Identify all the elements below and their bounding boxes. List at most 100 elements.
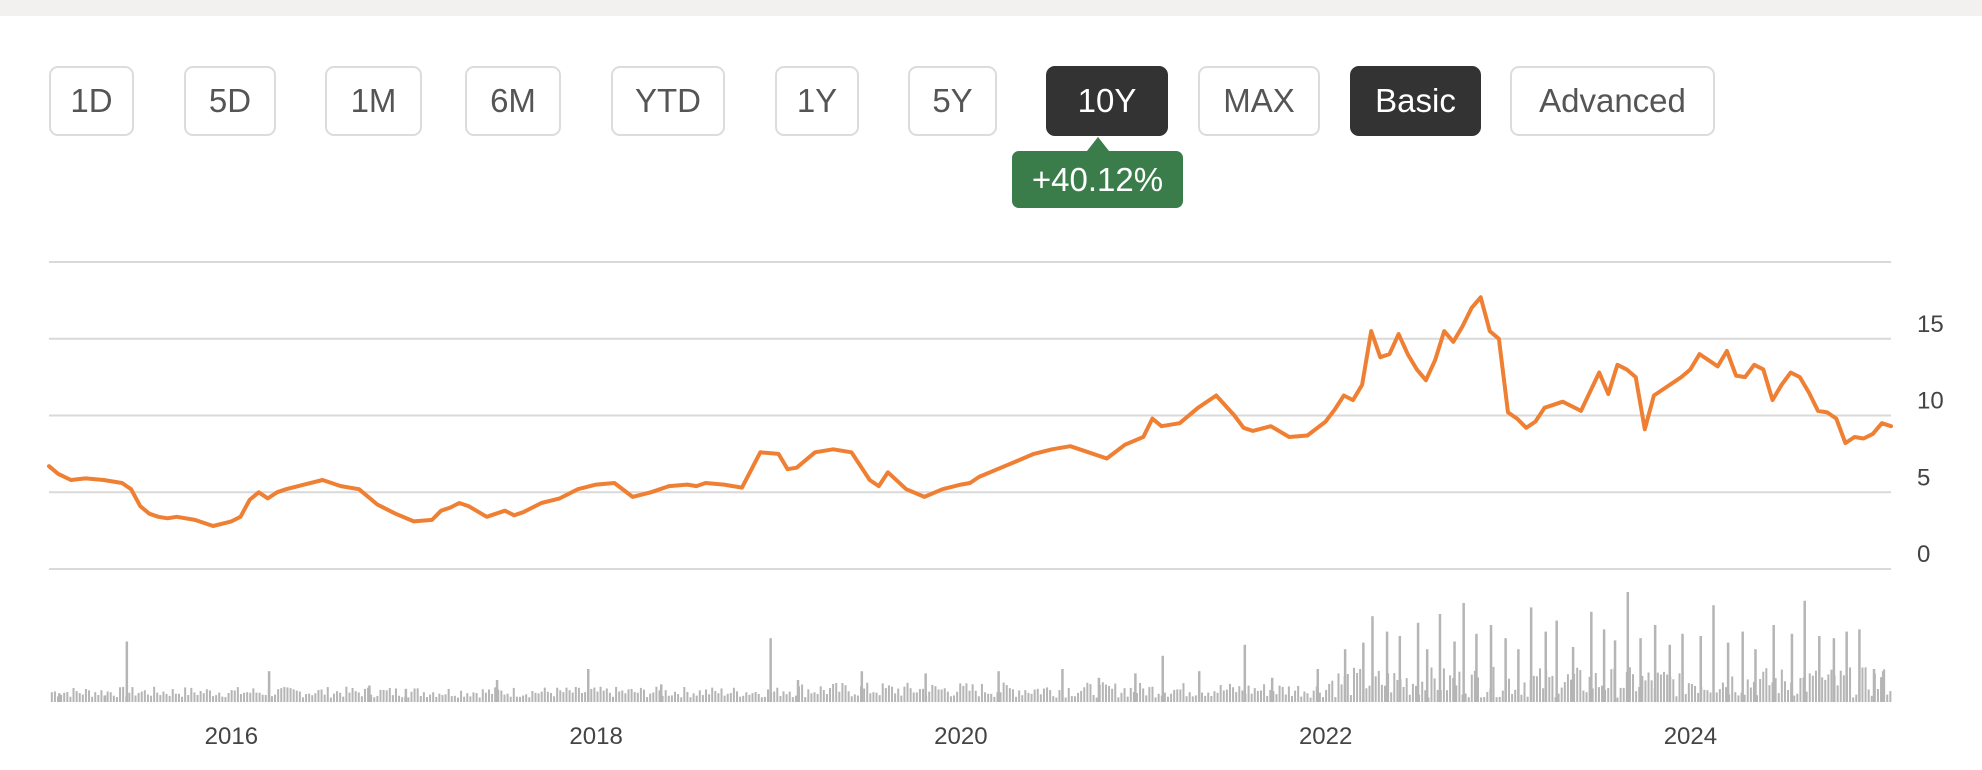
volume-bar — [1182, 683, 1185, 702]
volume-bar — [748, 694, 751, 702]
volume-bar — [708, 694, 711, 702]
volume-bar — [1300, 696, 1303, 702]
volume-bar — [1275, 694, 1278, 702]
volume-bar — [807, 689, 810, 702]
volume-bar — [153, 686, 156, 702]
volume-bar — [794, 695, 797, 702]
range-5d-button[interactable]: 5D — [184, 66, 276, 136]
volume-bar — [1687, 683, 1690, 702]
volume-bar — [661, 695, 664, 702]
volume-bar — [357, 692, 360, 702]
volume-bar — [525, 694, 528, 702]
volume-bar — [78, 693, 81, 702]
volume-bar — [66, 692, 69, 702]
volume-bar — [1247, 685, 1250, 702]
volume-bar — [580, 693, 583, 702]
volume-bar — [368, 685, 371, 702]
volume-bar — [1080, 690, 1083, 702]
volume-bar — [146, 694, 149, 702]
volume-bar — [1421, 681, 1424, 702]
volume-bar — [959, 683, 962, 702]
volume-bar — [621, 690, 624, 702]
volume-bar — [928, 691, 931, 702]
volume-bar — [1741, 631, 1744, 702]
volume-bar — [97, 695, 100, 702]
volume-bar — [553, 696, 556, 702]
volume-bar — [236, 687, 239, 702]
volume-bar — [1647, 672, 1650, 702]
volume-bar — [143, 690, 146, 702]
range-1y-button[interactable]: 1Y — [775, 66, 859, 136]
volume-bar — [1805, 691, 1808, 702]
volume-bar — [512, 687, 515, 702]
range-max-button[interactable]: MAX — [1198, 66, 1320, 136]
volume-bar — [1219, 685, 1222, 702]
volume-bar — [562, 692, 565, 702]
volume-bar — [1061, 669, 1064, 702]
volume-bar — [1132, 691, 1135, 702]
volume-bar — [1790, 633, 1794, 702]
volume-bar — [680, 697, 683, 702]
volume-bar — [1668, 644, 1672, 702]
range-10y-button[interactable]: 10Y — [1046, 66, 1168, 136]
range-5y-button[interactable]: 5Y — [908, 66, 997, 136]
range-1m-button[interactable]: 1M — [325, 66, 422, 136]
volume-bar — [1346, 674, 1349, 702]
volume-bar — [429, 694, 432, 702]
volume-bar — [1858, 629, 1861, 702]
volume-bar — [1067, 688, 1070, 702]
volume-bar — [351, 688, 354, 702]
volume-bar — [165, 693, 168, 702]
volume-bar — [1709, 692, 1712, 702]
volume-bar — [813, 692, 816, 702]
volume-bar — [1765, 668, 1768, 702]
volume-bar — [844, 685, 847, 702]
volume-bar — [1737, 695, 1740, 702]
volume-bar — [367, 687, 370, 702]
volume-bar — [689, 697, 692, 702]
volume-bar — [119, 687, 122, 702]
volume-bar — [283, 686, 286, 702]
volume-bar — [131, 687, 134, 702]
x-tick-label: 2024 — [1664, 723, 1717, 750]
volume-bar — [822, 690, 825, 702]
mode-basic-button[interactable]: Basic — [1350, 66, 1481, 136]
volume-bar — [1123, 688, 1126, 702]
volume-bar — [1489, 625, 1493, 702]
volume-bar — [1641, 675, 1644, 702]
volume-bar — [1597, 687, 1600, 702]
volume-bar — [1238, 686, 1241, 702]
volume-bar — [308, 693, 311, 702]
range-ytd-button[interactable]: YTD — [611, 66, 725, 136]
volume-bar — [249, 692, 252, 702]
volume-bar — [767, 689, 770, 702]
volume-bar — [1129, 687, 1132, 702]
range-6m-button[interactable]: 6M — [465, 66, 561, 136]
volume-bar — [1734, 692, 1737, 702]
volume-bar — [776, 687, 779, 702]
volume-bar — [323, 694, 326, 702]
volume-bar — [1176, 689, 1179, 702]
volume-bar — [1632, 674, 1635, 702]
volume-bar — [1821, 677, 1824, 702]
volume-bar — [227, 693, 230, 702]
volume-bar — [686, 691, 689, 702]
volume-bar — [736, 691, 739, 702]
volume-bar — [1086, 682, 1089, 702]
volume-bar — [850, 696, 853, 702]
volume-bar — [277, 689, 280, 702]
volume-bar — [1783, 681, 1786, 702]
volume-bar — [410, 691, 413, 702]
volume-bar — [1343, 649, 1347, 702]
volume-bar — [401, 697, 404, 702]
volume-bar — [1334, 697, 1337, 702]
volume-bar — [528, 697, 531, 702]
volume-bar — [531, 690, 534, 702]
range-1d-button[interactable]: 1D — [49, 66, 134, 136]
volume-bar — [1544, 631, 1547, 702]
volume-bar — [58, 693, 61, 702]
mode-advanced-button[interactable]: Advanced — [1510, 66, 1715, 136]
volume-bar — [931, 684, 934, 702]
volume-bar — [1520, 694, 1523, 702]
volume-bar — [376, 695, 379, 702]
